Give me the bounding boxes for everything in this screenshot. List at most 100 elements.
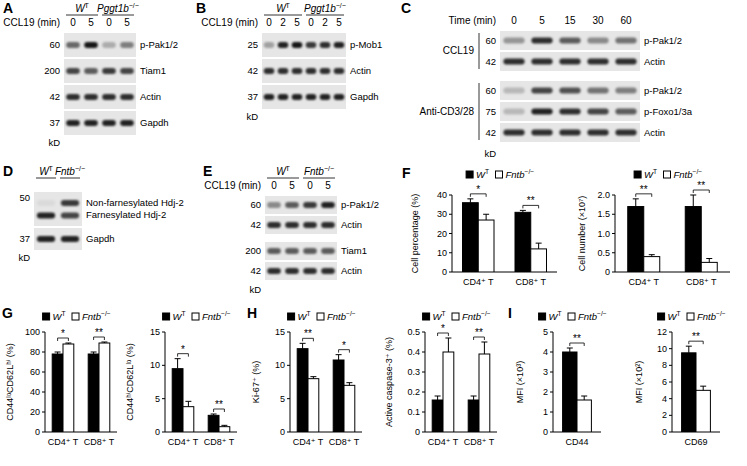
blot-strip xyxy=(500,123,640,142)
error-bars xyxy=(567,348,587,400)
genotype-label: WT xyxy=(39,165,53,177)
legend: WTFntb−/− xyxy=(466,168,534,180)
gene-name: Fntb xyxy=(82,311,101,322)
blot-band xyxy=(267,268,281,274)
error-bar xyxy=(567,348,573,352)
y-tick-label: 80 xyxy=(30,347,40,357)
genotype-superscript: −/− xyxy=(346,310,356,317)
y-tick xyxy=(669,398,672,399)
blot-band xyxy=(84,68,98,74)
legend-swatch xyxy=(634,171,641,178)
y-axis-label: CD44ˡᵒCD62Lʰⁱ (%) xyxy=(5,343,15,420)
category-label: CD8⁺ T xyxy=(515,277,546,287)
y-tick-label: 20 xyxy=(437,229,447,239)
blot-band xyxy=(61,236,79,242)
genotype-superscript: T xyxy=(286,2,291,9)
y-tick xyxy=(42,412,45,413)
error-bar xyxy=(633,199,639,207)
blot-band xyxy=(320,42,331,48)
legend-swatch xyxy=(539,313,546,320)
category-label: CD8⁺ T xyxy=(204,437,235,447)
lane-label: 5 xyxy=(294,17,300,28)
mw-marker: 60 xyxy=(250,199,261,210)
bar xyxy=(515,212,531,272)
y-tick-label: 0 xyxy=(543,427,548,437)
blot-band xyxy=(306,42,317,48)
y-axis-label: MFI (×10²) xyxy=(634,361,644,403)
genotype-superscript: T xyxy=(85,2,90,9)
y-tick-label: 0.1 xyxy=(407,407,420,417)
error-bar xyxy=(65,343,71,344)
blot-strip xyxy=(500,102,640,121)
significance-label: * xyxy=(476,184,480,195)
bar xyxy=(52,354,63,432)
blot-band xyxy=(559,130,580,136)
genotype-superscript: T xyxy=(49,165,54,172)
y-tick xyxy=(612,195,615,196)
blot-strip xyxy=(262,33,346,57)
protein-label: Tiam1 xyxy=(140,65,166,76)
bar xyxy=(432,400,443,432)
panel-label: F xyxy=(402,165,411,181)
y-tick-label: 0.5 xyxy=(407,327,420,337)
figure: AWTPggt1b−/−CCL19 (min)050560p-Pak1/2200… xyxy=(0,0,747,466)
y-tick xyxy=(449,272,452,273)
lane-label: 0 xyxy=(70,17,76,28)
y-tick xyxy=(42,372,45,373)
error-bar xyxy=(346,383,352,386)
blot-band xyxy=(66,68,80,74)
protein-label: Gapdh xyxy=(86,233,115,244)
significance-label: ** xyxy=(692,331,700,342)
blot-band xyxy=(285,268,299,274)
genotype-label: Fntb−/− xyxy=(55,165,85,177)
genotype-superscript: −/− xyxy=(525,168,535,175)
blot-band xyxy=(531,38,552,44)
y-tick-label: 20 xyxy=(30,407,40,417)
blot-band xyxy=(559,38,580,44)
mw-marker: 37 xyxy=(19,233,30,244)
bar xyxy=(443,352,454,432)
significance-label: * xyxy=(441,323,445,334)
unit-label: kD xyxy=(246,111,258,122)
lane-label: 30 xyxy=(592,15,604,26)
panel-label: D xyxy=(3,163,13,179)
blot-band xyxy=(587,109,608,115)
bars xyxy=(52,343,110,432)
y-tick-label: 4 xyxy=(543,347,548,357)
blot-panel: AWTPggt1b−/−CCL19 (min)050560p-Pak1/2200… xyxy=(3,0,178,148)
bar-chart: 010203040Cell percentage (%)*CD4⁺ T**CD8… xyxy=(410,168,557,287)
category-label: CD69 xyxy=(684,437,707,447)
blot-band xyxy=(303,268,317,274)
y-tick-label: 10 xyxy=(275,360,285,370)
y-tick xyxy=(449,252,452,253)
y-tick-label: 1 xyxy=(543,407,548,417)
blot-panel: CTime (min)0515306060p-Pak1/242ActinCCL1… xyxy=(401,0,693,159)
blot-strip xyxy=(64,33,136,57)
gene-name: Pggt1b xyxy=(97,3,129,14)
lane-label: 5 xyxy=(336,17,342,28)
genotype-superscript: T xyxy=(442,310,446,317)
significance-label: ** xyxy=(95,327,103,338)
bar xyxy=(333,360,344,432)
significance-label: ** xyxy=(573,333,581,344)
error-bar xyxy=(300,343,306,348)
group-underline xyxy=(102,15,134,16)
y-tick xyxy=(422,352,425,353)
error-bar xyxy=(690,195,696,207)
genotype-superscript: −/− xyxy=(336,2,346,9)
y-tick-label: 60 xyxy=(30,367,40,377)
error-bar xyxy=(649,255,655,257)
error-bar xyxy=(520,210,526,212)
blot-band xyxy=(292,94,303,100)
protein-label: Gapdh xyxy=(350,91,379,102)
blot-band xyxy=(120,68,134,74)
error-bar xyxy=(336,355,342,360)
genotype-label: Fntb−/− xyxy=(674,168,703,180)
treatment-label: Anti-CD3/28 xyxy=(420,106,475,117)
bars xyxy=(432,352,490,432)
significance-label: ** xyxy=(697,180,705,191)
blot-strip xyxy=(500,31,640,50)
mw-marker: 42 xyxy=(250,219,261,230)
y-tick xyxy=(612,272,615,273)
lane-label: 5 xyxy=(325,180,331,191)
